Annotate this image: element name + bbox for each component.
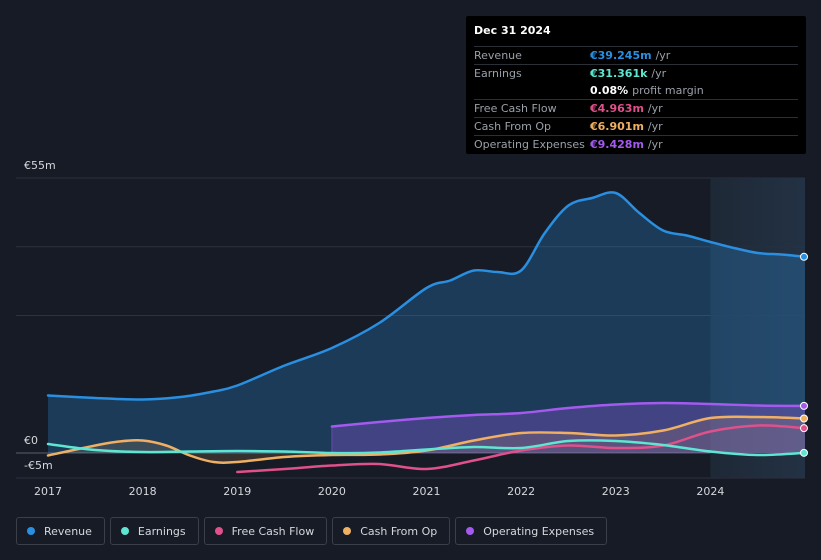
tooltip-row-value: 0.08% [590, 84, 629, 97]
tooltip-row: Revenue €39.245m/yr [474, 46, 798, 64]
tooltip-row-label [474, 82, 590, 99]
tooltip-row: Free Cash Flow €4.963m/yr [474, 99, 798, 117]
legend-label: Earnings [137, 524, 186, 538]
tooltip-rows: Revenue €39.245m/yr Earnings €31.361k/yr 0.0… [474, 46, 798, 153]
cash-from-op-area [48, 416, 805, 463]
tooltip-row-label: Operating Expenses [474, 138, 585, 151]
x-tick-label: 2021 [413, 485, 441, 498]
series-end-dots [800, 252, 808, 457]
tooltip-row-unit: profit margin [632, 84, 704, 97]
free-cash-flow-line [236, 424, 807, 474]
revenue-line [46, 191, 807, 401]
tooltip-row-value: €9.428m [590, 138, 644, 151]
legend-item-operating-expenses[interactable]: Operating Expenses [455, 517, 608, 545]
tooltip-row-value: €6.901m [590, 120, 644, 133]
y-tick-label: €55m [24, 159, 56, 172]
tooltip-row-label: Free Cash Flow [474, 102, 557, 115]
chart-legend: Revenue Earnings Free Cash Flow Cash From O… [16, 517, 612, 545]
legend-dot-icon [214, 527, 223, 535]
legend-label: Free Cash Flow [231, 524, 315, 538]
earnings-line [46, 439, 807, 457]
x-tick-label: 2023 [602, 485, 630, 498]
legend-label: Operating Expenses [483, 524, 595, 538]
financial-chart: €55m€0-€5m 2017 2018 2019 2020 2021 2022 2023 2… [16, 159, 808, 498]
legend-dot-icon [466, 527, 475, 535]
y-tick-label: -€5m [24, 459, 53, 472]
tooltip-row-label: Cash From Op [474, 120, 552, 133]
tooltip-row-unit: /yr [647, 102, 663, 115]
legend-dot-icon [27, 527, 35, 535]
x-tick-label: 2022 [507, 485, 535, 498]
tooltip-row: Earnings €31.361k/yr [474, 64, 798, 82]
operating-expenses-end-dot [800, 401, 808, 410]
x-tick-label: 2017 [34, 485, 62, 498]
free-cash-flow-end-dot [800, 424, 808, 433]
cash-from-op-end-dot [800, 414, 808, 423]
revenue-area [48, 192, 805, 453]
x-tick-label: 2020 [318, 485, 346, 498]
tooltip-row-label: Earnings [474, 67, 522, 80]
legend-item-revenue[interactable]: Revenue [16, 517, 105, 545]
legend-label: Revenue [44, 524, 92, 538]
earnings-end-dot [800, 448, 808, 457]
tooltip-row-value: €39.245m [590, 49, 652, 62]
x-tick-label: 2024 [696, 485, 724, 498]
series-fills [48, 192, 805, 463]
legend-label: Cash From Op [360, 524, 438, 538]
tooltip-row: Operating Expenses €9.428m/yr [474, 135, 798, 153]
legend-dot-icon [120, 527, 129, 535]
data-tooltip: Dec 31 2024 Revenue €39.245m/yr Earnings €3… [466, 16, 806, 154]
cash-from-op-line [46, 415, 807, 464]
legend-item-cash-from-op[interactable]: Cash From Op [332, 517, 451, 545]
tooltip-row-unit: /yr [647, 120, 663, 133]
legend-item-free-cash-flow[interactable]: Free Cash Flow [203, 517, 328, 545]
tooltip-row-unit: /yr [655, 49, 671, 62]
legend-item-earnings[interactable]: Earnings [109, 517, 199, 545]
revenue-end-dot [800, 252, 808, 261]
y-tick-label: €0 [24, 434, 38, 447]
tooltip-row: Cash From Op €6.901m/yr [474, 117, 798, 135]
tooltip-row-value: €31.361k [590, 67, 648, 80]
tooltip-date: Dec 31 2024 [474, 24, 551, 37]
operating-expenses-area [331, 402, 805, 453]
tooltip-row: 0.08% profit margin [474, 82, 798, 99]
series-lines [46, 191, 807, 474]
x-axis-labels: 2017 2018 2019 2020 2021 2022 2023 2024 [34, 485, 724, 498]
x-tick-label: 2018 [129, 485, 157, 498]
x-tick-label: 2019 [223, 485, 251, 498]
tooltip-row-unit: /yr [647, 138, 663, 151]
operating-expenses-line [330, 401, 807, 428]
y-axis-labels: €55m €0 -€5m [24, 159, 56, 472]
tooltip-row-unit: /yr [651, 67, 667, 80]
tooltip-row-value: €4.963m [590, 102, 644, 115]
tooltip-row-label: Revenue [474, 49, 522, 62]
legend-dot-icon [343, 527, 352, 535]
